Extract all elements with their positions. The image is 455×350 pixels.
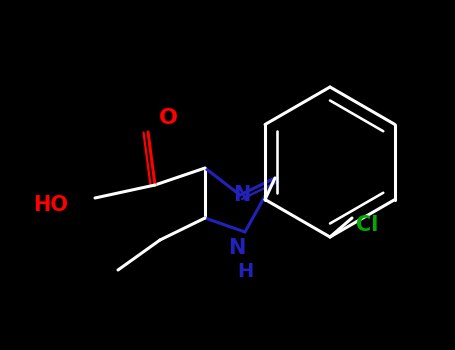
Text: Cl: Cl: [356, 215, 379, 235]
Text: HO: HO: [33, 195, 68, 215]
Text: H: H: [237, 262, 253, 281]
Text: N: N: [228, 238, 245, 258]
Text: N: N: [233, 185, 251, 205]
Text: O: O: [158, 108, 177, 128]
